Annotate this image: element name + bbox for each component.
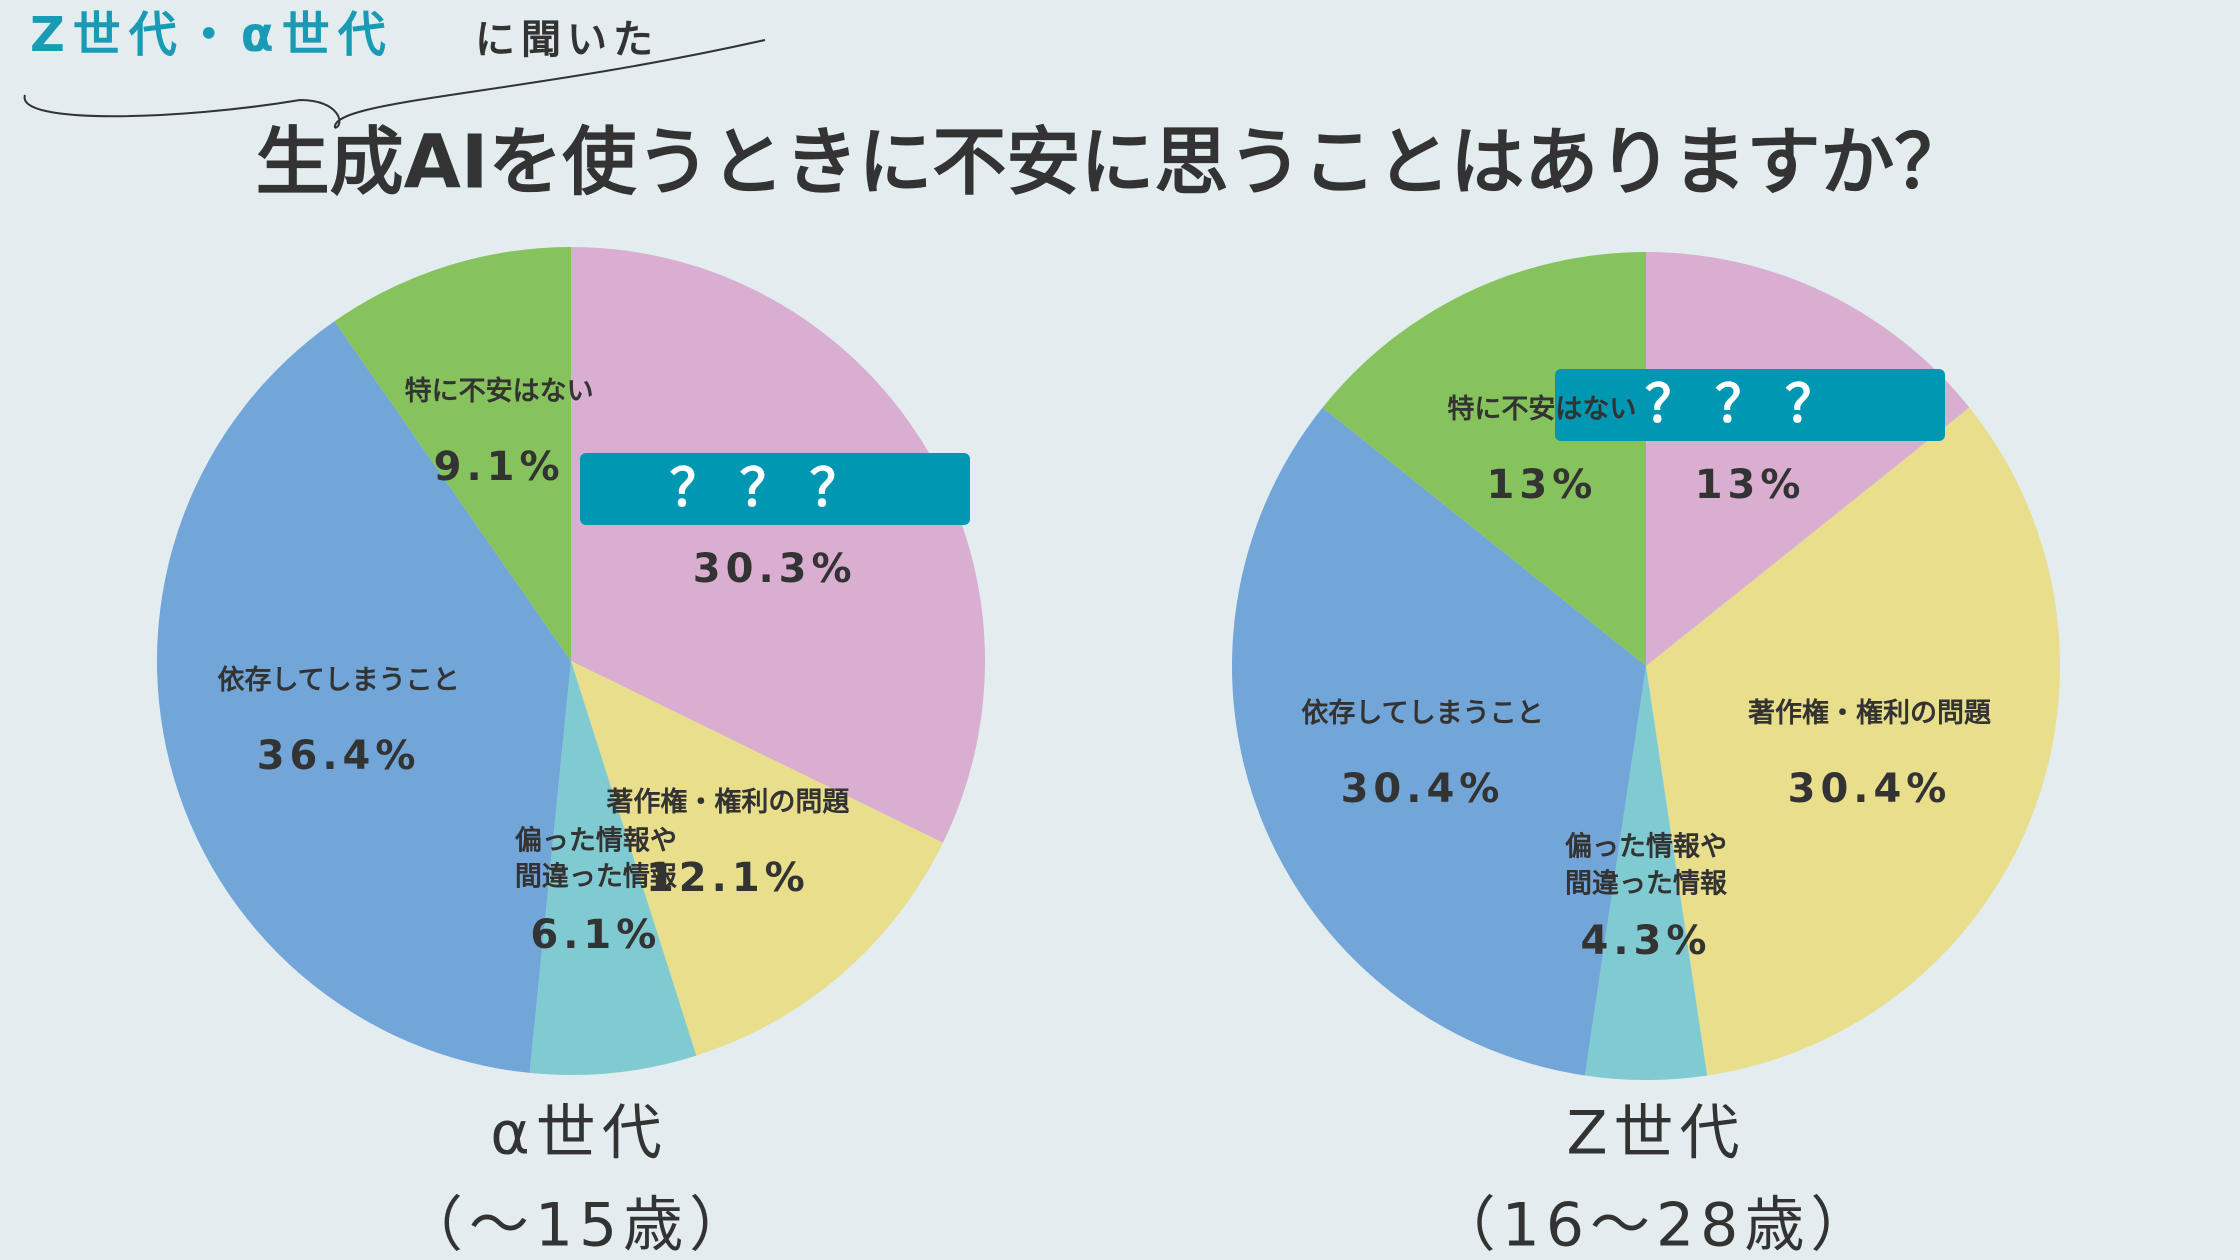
pie-slice: [156, 321, 571, 1073]
category-label: 特に不安はない: [404, 375, 594, 407]
main-title: 生成AIを使うときに不安に思うことはありますか？: [256, 120, 1969, 206]
header-tag-suffix: に聞いた: [475, 17, 659, 63]
value-label: 30.4%: [1340, 765, 1505, 812]
pie-title: α世代: [490, 1098, 668, 1169]
category-label: 特に不安はない: [1447, 393, 1637, 425]
pie-slice: [1646, 407, 2060, 1076]
header-tag: Z世代・α世代: [30, 7, 394, 63]
pie-slice: [1646, 252, 1970, 666]
pie-subtitle: （〜15歳）: [402, 1190, 756, 1260]
category-label: 著作権・権利の問題: [1748, 697, 1991, 729]
category-label: 偏った情報や 間違った情報: [514, 825, 677, 893]
category-label: 偏った情報や 間違った情報: [1565, 831, 1727, 900]
category-label: 著作権・権利の問題: [606, 786, 850, 818]
value-label: 13%: [1694, 461, 1806, 508]
pie-subtitle: （16〜28歳）: [1435, 1190, 1877, 1260]
pie-slice: [1584, 666, 1708, 1080]
value-label: 30.4%: [1787, 765, 1952, 812]
value-label: 13%: [1486, 461, 1598, 508]
decor-line: [23, 39, 766, 129]
value-label: 30.3%: [692, 545, 857, 592]
value-label: 36.4%: [256, 733, 421, 780]
category-badge: ？？？: [1555, 368, 1946, 441]
value-label: 4.3%: [1580, 918, 1712, 965]
category-label: 依存してしまうこと: [217, 665, 460, 697]
pie-slice: [1322, 251, 1646, 666]
value-label: 6.1%: [530, 911, 662, 958]
pie-slice: [571, 247, 985, 843]
value-label: 9.1%: [433, 443, 565, 490]
pie-title: Z世代: [1566, 1098, 1746, 1169]
value-label: 12.1%: [645, 854, 810, 901]
pie-slice: [334, 247, 571, 661]
pie-slice: [529, 661, 697, 1075]
category-badge: ？？？: [579, 452, 970, 525]
category-label: 依存してしまうこと: [1301, 697, 1544, 729]
pie-slice: [1232, 407, 1646, 1076]
pie-slice: [571, 661, 943, 1056]
